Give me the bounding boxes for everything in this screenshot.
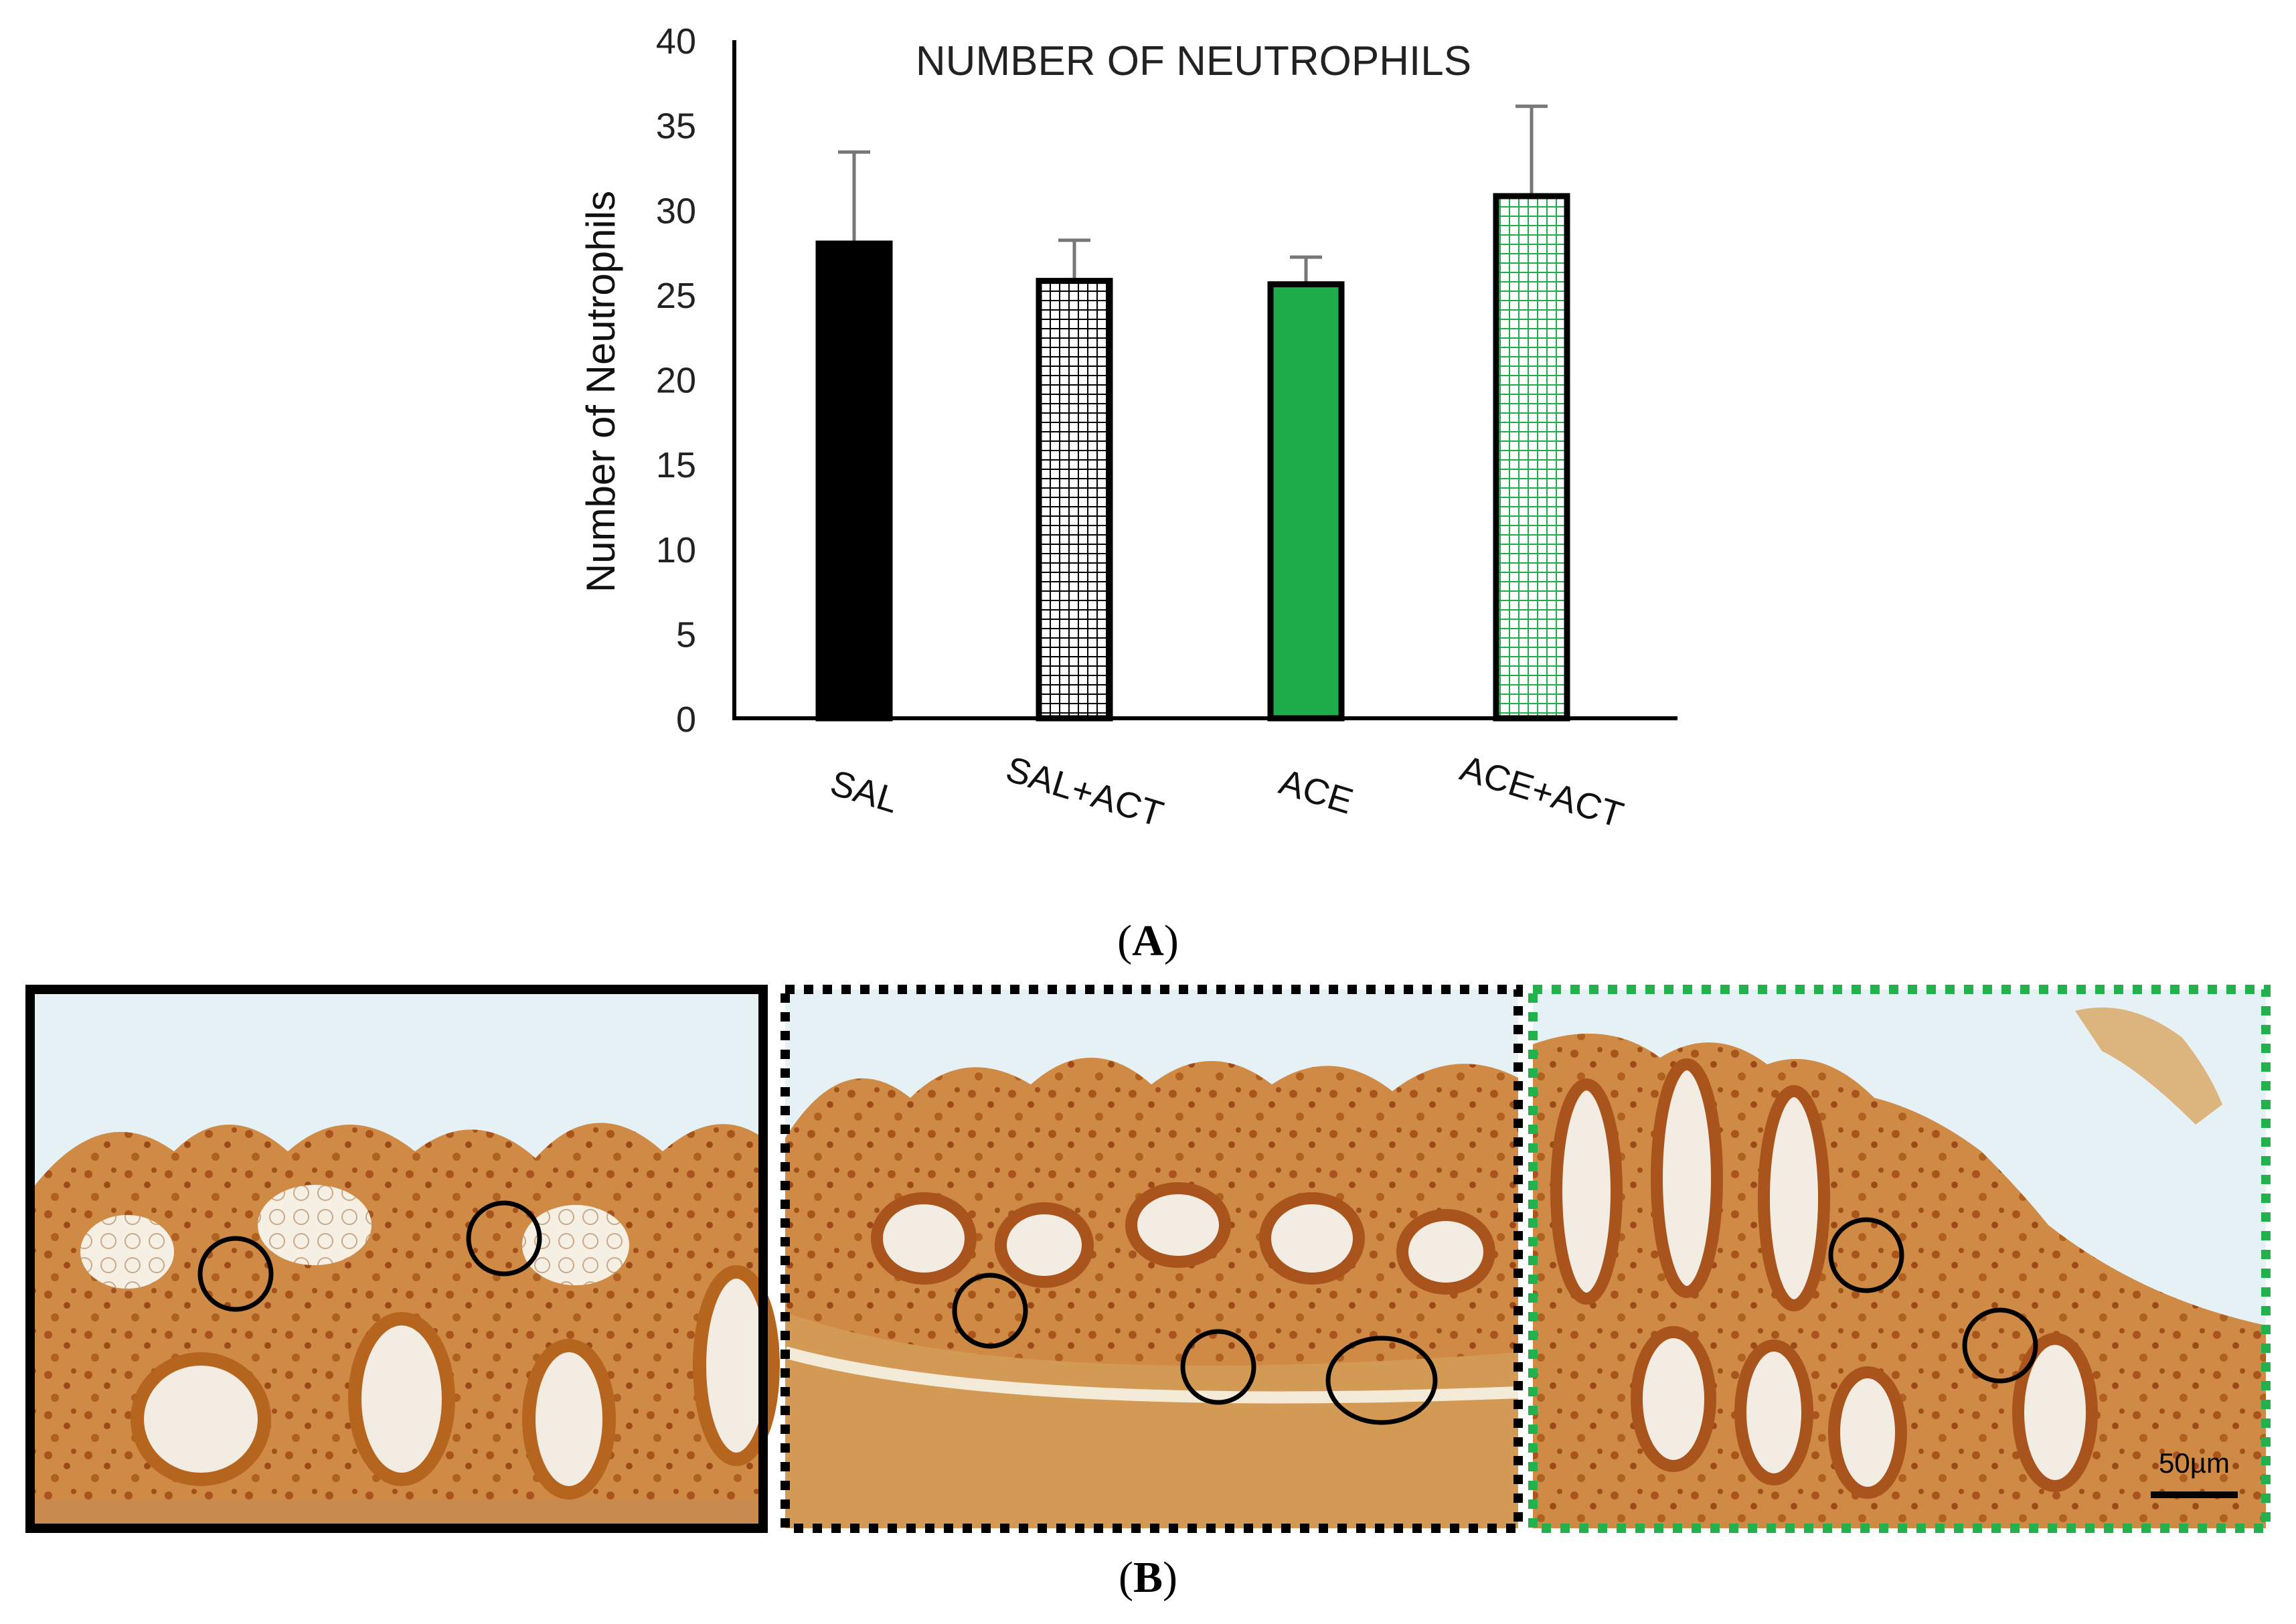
x-tick-label: ACE (1275, 762, 1358, 822)
x-tick-label: SAL+ACT (1001, 749, 1168, 835)
x-axis-ticks: SAL SAL+ACT ACE ACE+ACT (826, 748, 1628, 835)
panel-b-letter: B (1133, 1553, 1163, 1602)
y-tick-label: 0 (676, 700, 696, 740)
neutrophil-marker (1828, 1217, 1904, 1293)
y-tick-label: 35 (656, 106, 696, 147)
micrograph-sal-act (781, 985, 1523, 1533)
y-tick-label: 5 (676, 615, 696, 655)
y-tick-label: 10 (656, 530, 696, 570)
neutrophil-marker (1325, 1335, 1438, 1425)
y-tick-label: 30 (656, 191, 696, 231)
micrograph-frame (25, 985, 768, 1533)
y-tick-label: 20 (656, 361, 696, 401)
neutrophil-marker (466, 1200, 542, 1277)
bar-ace-act (1493, 193, 1570, 722)
micrograph-sal (25, 985, 780, 1533)
y-tick-label: 25 (656, 276, 696, 316)
micrograph-frame (781, 985, 1523, 1533)
bar-ace (1267, 281, 1345, 722)
x-tick-label: ACE+ACT (1456, 748, 1628, 835)
micrograph-panel: 50µm (B) (25, 985, 2271, 1602)
neutrophil-marker (1180, 1329, 1256, 1405)
neutrophil-marker (1962, 1307, 2038, 1384)
bar-sal (815, 240, 893, 722)
chart-panel: NUMBER OF NEUTROPHILS Number of Neutroph… (578, 21, 1677, 965)
neutrophil-marker (952, 1273, 1028, 1349)
panel-a-letter: A (1132, 916, 1164, 965)
y-axis-ticks: 0 5 10 15 20 25 30 35 40 (656, 21, 696, 740)
chart-title: NUMBER OF NEUTROPHILS (916, 38, 1471, 84)
x-tick-label: SAL (826, 762, 903, 821)
panel-b-label: (B) (1119, 1553, 1177, 1602)
panel-a-label: (A) (1117, 916, 1179, 965)
y-tick-label: 40 (656, 21, 696, 62)
y-tick-label: 15 (656, 445, 696, 485)
bar-sal-act (1036, 278, 1113, 722)
error-bars (838, 104, 1548, 285)
bars (815, 193, 1570, 722)
y-axis-label: Number of Neutrophils (578, 191, 623, 592)
neutrophil-marker (197, 1236, 274, 1312)
micrograph-frame (1528, 985, 2271, 1533)
micrograph-ace-act: 50µm (1528, 985, 2271, 1533)
scale-bar-label: 50µm (2159, 1447, 2230, 1479)
